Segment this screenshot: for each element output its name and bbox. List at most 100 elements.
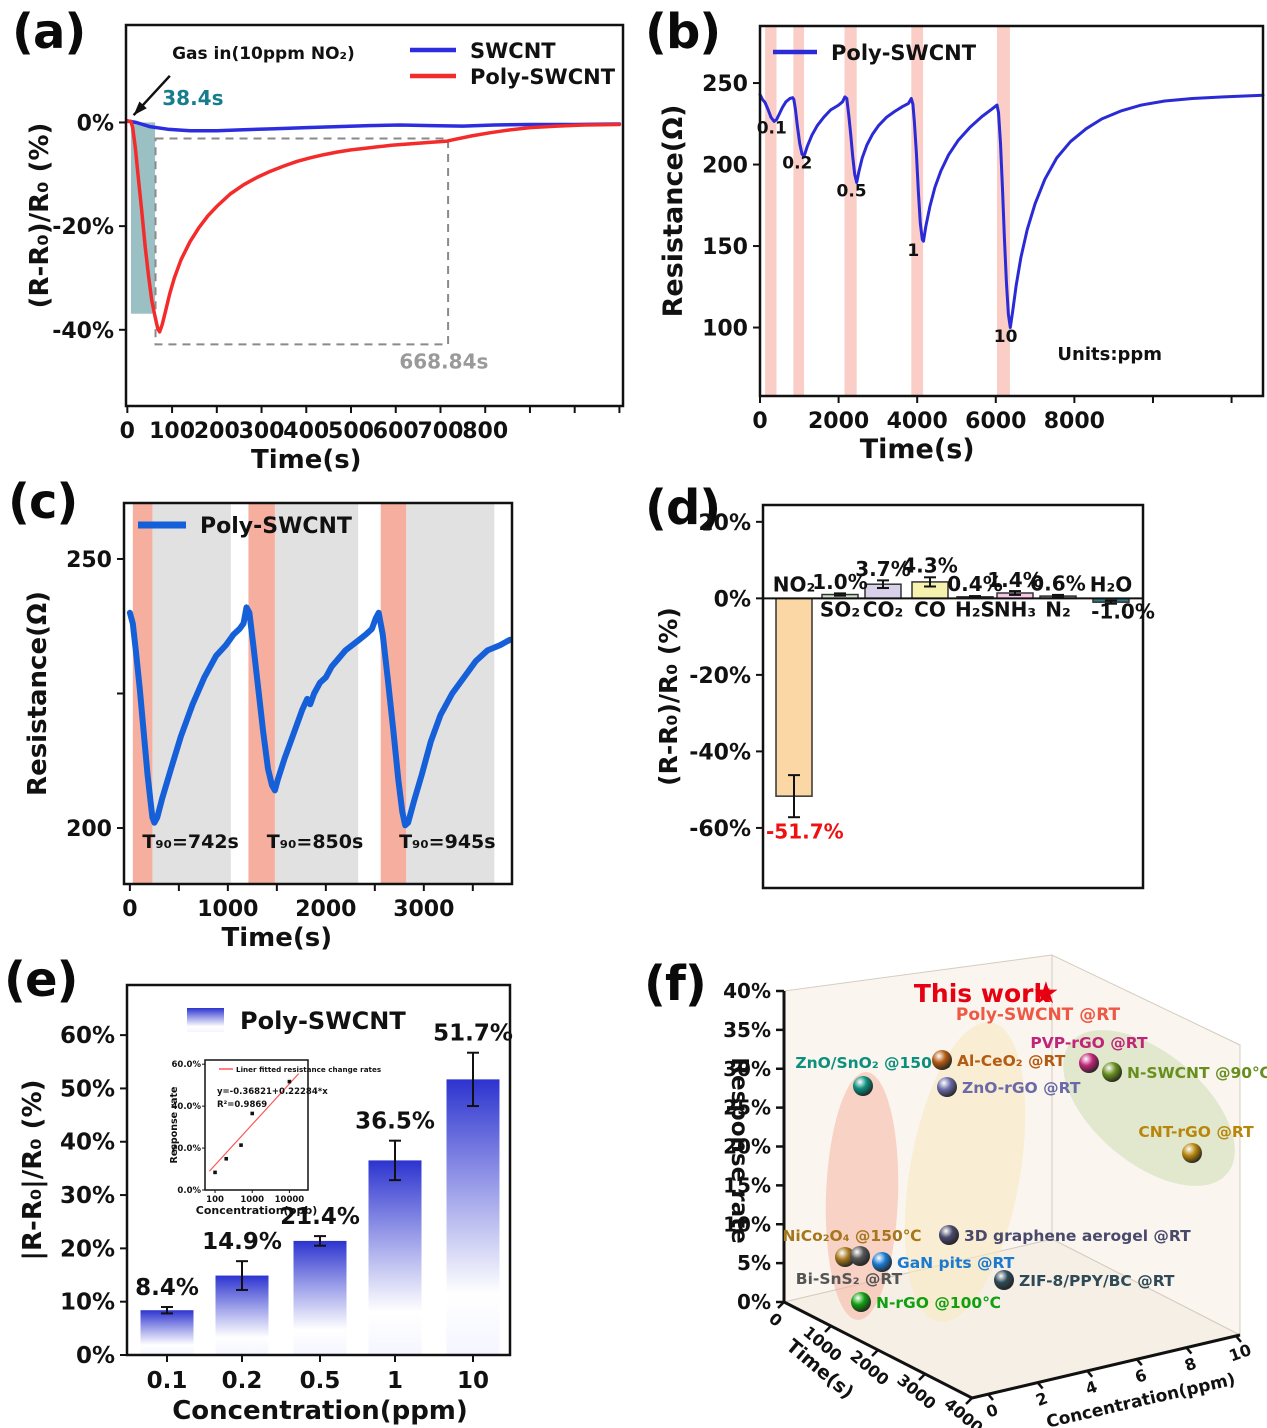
y-axis: 200 250 Resistance(Ω) bbox=[23, 548, 124, 842]
svg-text:3.7%: 3.7% bbox=[855, 557, 910, 581]
svg-text:35%: 35% bbox=[723, 1018, 771, 1042]
svg-text:1.0%: 1.0% bbox=[812, 570, 867, 594]
svg-text:600: 600 bbox=[373, 419, 419, 444]
svg-text:8000: 8000 bbox=[1044, 409, 1105, 434]
svg-text:1.4%: 1.4% bbox=[987, 568, 1042, 592]
svg-text:0%: 0% bbox=[77, 111, 114, 136]
gas-in-arrow bbox=[132, 74, 171, 117]
point-N-rGO @100℃: N-rGO @100℃ bbox=[851, 1292, 1001, 1312]
error-bar bbox=[314, 1235, 326, 1247]
svg-text:0.5: 0.5 bbox=[300, 1368, 341, 1394]
x-axis-label: Concentration(ppm) bbox=[172, 1396, 468, 1426]
svg-text:36.5%: 36.5% bbox=[355, 1109, 435, 1135]
svg-text:3D graphene aerogel @RT: 3D graphene aerogel @RT bbox=[964, 1227, 1191, 1245]
series bbox=[126, 604, 513, 829]
svg-text:Time(s): Time(s) bbox=[860, 434, 975, 465]
svg-text:4000: 4000 bbox=[940, 1394, 986, 1428]
point-N-SWCNT @90℃: N-SWCNT @90℃ bbox=[1102, 1062, 1267, 1082]
svg-text:NO₂: NO₂ bbox=[773, 572, 816, 596]
svg-text:|R-R₀|/R₀ (%): |R-R₀|/R₀ (%) bbox=[18, 1080, 48, 1261]
z-axis: 0% 5% 10% 15% 20% 25% 30% 35% 40% Response rate bbox=[723, 979, 786, 1314]
svg-text:2: 2 bbox=[1033, 1388, 1050, 1410]
svg-text:400: 400 bbox=[283, 419, 329, 444]
svg-text:Poly-SWCNT: Poly-SWCNT bbox=[200, 514, 352, 539]
bar-0.5 bbox=[293, 1240, 347, 1355]
panel-b-resistance-time-chart: 0 2000 4000 6000 8000 Time(s) 100 150 200 250 Resi… bbox=[658, 24, 1265, 465]
x-axis: 0 1000 2000 3000 Time(s) bbox=[122, 884, 474, 953]
svg-text:0: 0 bbox=[120, 419, 135, 444]
svg-text:Bi-SnS₂ @RT: Bi-SnS₂ @RT bbox=[796, 1270, 903, 1288]
svg-text:NiCo₂O₄ @150℃: NiCo₂O₄ @150℃ bbox=[782, 1227, 921, 1245]
svg-text:N₂: N₂ bbox=[1045, 598, 1071, 622]
svg-text:10: 10 bbox=[1226, 1340, 1253, 1365]
svg-text:0%: 0% bbox=[737, 1290, 771, 1314]
svg-text:250: 250 bbox=[702, 72, 748, 97]
svg-text:4: 4 bbox=[1083, 1377, 1100, 1399]
bar-labels: 0.1 8.4% 0.2 14.9% 0.5 21.4% 1 36.5% 10 51.7% bbox=[135, 1021, 513, 1394]
dashed-response-box bbox=[154, 137, 450, 346]
svg-text:8.4%: 8.4% bbox=[135, 1275, 199, 1301]
svg-text:20%: 20% bbox=[698, 511, 751, 536]
svg-text:★: ★ bbox=[1033, 976, 1060, 1011]
svg-text:40%: 40% bbox=[723, 979, 771, 1003]
svg-text:1000: 1000 bbox=[197, 897, 258, 922]
error-bar bbox=[1105, 599, 1117, 605]
svg-text:Poly-SWCNT @RT: Poly-SWCNT @RT bbox=[956, 1005, 1121, 1025]
legend: Poly-SWCNT bbox=[187, 1007, 406, 1035]
svg-text:25%: 25% bbox=[723, 1096, 771, 1120]
svg-text:-51.7%: -51.7% bbox=[766, 819, 844, 843]
svg-text:-40%: -40% bbox=[689, 740, 751, 765]
svg-text:40%: 40% bbox=[60, 1130, 115, 1156]
panel-letter-e: (e) bbox=[4, 952, 78, 1008]
point-Al-CeO₂ @RT: Al-CeO₂ @RT bbox=[932, 1050, 1066, 1070]
svg-text:Time(s): Time(s) bbox=[222, 923, 333, 953]
bars bbox=[775, 576, 1130, 819]
svg-text:38.4s: 38.4s bbox=[162, 86, 223, 110]
svg-text:51.7%: 51.7% bbox=[433, 1021, 513, 1047]
point-Bi-SnS₂ @RT: Bi-SnS₂ @RT bbox=[796, 1246, 903, 1288]
svg-text:14.9%: 14.9% bbox=[202, 1229, 282, 1255]
svg-text:1000: 1000 bbox=[240, 1195, 264, 1205]
svg-text:CO: CO bbox=[914, 598, 946, 622]
svg-text:50%: 50% bbox=[60, 1076, 115, 1102]
y-axis: 20% 0% -20% -40% -60% (R-R₀)/R₀ (%) bbox=[654, 511, 763, 842]
svg-text:20%: 20% bbox=[723, 1135, 771, 1159]
svg-text:200: 200 bbox=[194, 419, 240, 444]
panel-f-comparison-3d-chart: 0% 5% 10% 15% 20% 25% 30% 35% 40% Response rate 0 1… bbox=[723, 954, 1267, 1428]
series bbox=[758, 93, 1265, 329]
svg-text:(R-R₀)/R₀ (%): (R-R₀)/R₀ (%) bbox=[25, 123, 55, 309]
svg-text:10: 10 bbox=[994, 327, 1018, 347]
point-NiCo₂O₄ @150℃: NiCo₂O₄ @150℃ bbox=[782, 1227, 922, 1267]
svg-text:Al-CeO₂ @RT: Al-CeO₂ @RT bbox=[957, 1052, 1066, 1070]
svg-text:10000: 10000 bbox=[275, 1195, 305, 1205]
x-axis: 0 2000 4000 6000 8000 Time(s) bbox=[752, 396, 1233, 465]
svg-text:700: 700 bbox=[418, 419, 464, 444]
svg-text:GaN pits @RT: GaN pits @RT bbox=[897, 1254, 1015, 1272]
svg-text:H₂S: H₂S bbox=[955, 598, 995, 622]
panel-letter-b: (b) bbox=[645, 4, 721, 60]
legend: Poly-SWCNT bbox=[138, 514, 352, 539]
svg-text:30%: 30% bbox=[60, 1183, 115, 1209]
svg-text:668.84s: 668.84s bbox=[399, 350, 488, 374]
svg-text:Poly-SWCNT: Poly-SWCNT bbox=[240, 1007, 406, 1035]
point-CNT-rGO @RT: CNT-rGO @RT bbox=[1138, 1123, 1254, 1163]
point-ZnO/SnO₂ @150℃: ZnO/SnO₂ @150℃ bbox=[795, 1054, 951, 1096]
svg-text:20.0%: 20.0% bbox=[172, 1144, 202, 1154]
panel-letter-d: (d) bbox=[645, 480, 721, 536]
annotations: 0.1 0.2 0.5 1 10 Units:ppm bbox=[757, 119, 1162, 366]
plot-frame bbox=[758, 24, 1265, 398]
svg-text:0: 0 bbox=[752, 409, 767, 434]
title-this-work: This work★Poly-SWCNT @RT bbox=[914, 976, 1121, 1025]
svg-text:0.5: 0.5 bbox=[836, 181, 866, 201]
svg-text:R²=0.9869: R²=0.9869 bbox=[217, 1100, 267, 1110]
svg-text:200: 200 bbox=[702, 154, 748, 179]
series-poly-swcnt bbox=[758, 93, 1265, 329]
svg-text:800: 800 bbox=[462, 419, 508, 444]
plot-bands bbox=[765, 26, 1010, 396]
svg-text:Response rate: Response rate bbox=[169, 1087, 180, 1164]
svg-text:N-rGO @100℃: N-rGO @100℃ bbox=[876, 1294, 1001, 1312]
svg-text:PVP-rGO @RT: PVP-rGO @RT bbox=[1030, 1034, 1148, 1052]
svg-text:1: 1 bbox=[387, 1368, 403, 1394]
